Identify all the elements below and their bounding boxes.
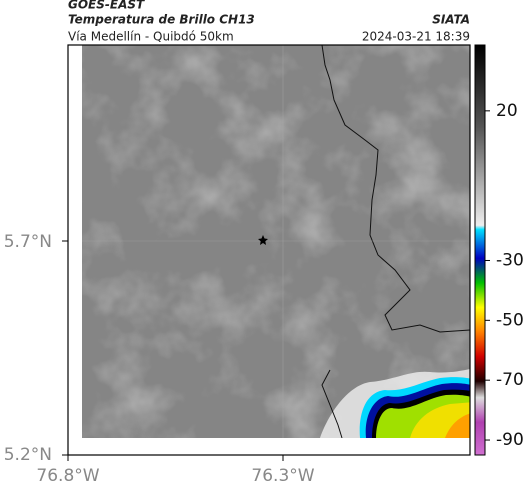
lat-label: 5.7°N [4,232,52,252]
colorbar-tick-label: -70 [496,370,524,390]
colorbar: 20 -30 -50 -70 -90 [474,44,524,456]
route: Vía Medellín - Quibdó 50km [68,30,234,44]
lon-label: 76.8°W [36,466,99,486]
product: Temperatura de Brillo CH13 [68,13,255,27]
colorbar-tick-label: -30 [496,250,524,270]
colorbar-tick-label: 20 [496,101,518,121]
timestamp: 2024-03-21 18:39 [362,30,470,44]
lat-label: 5.2°N [4,445,52,465]
colorbar-tick-label: -90 [496,430,524,450]
colorbar-scale [474,44,486,456]
satellite-image [82,45,470,438]
lon-label: 76.3°W [251,466,314,486]
colorbar-tick-label: -50 [496,310,524,330]
agency: SIATA [432,13,470,27]
source: GOES-EAST [68,0,145,12]
